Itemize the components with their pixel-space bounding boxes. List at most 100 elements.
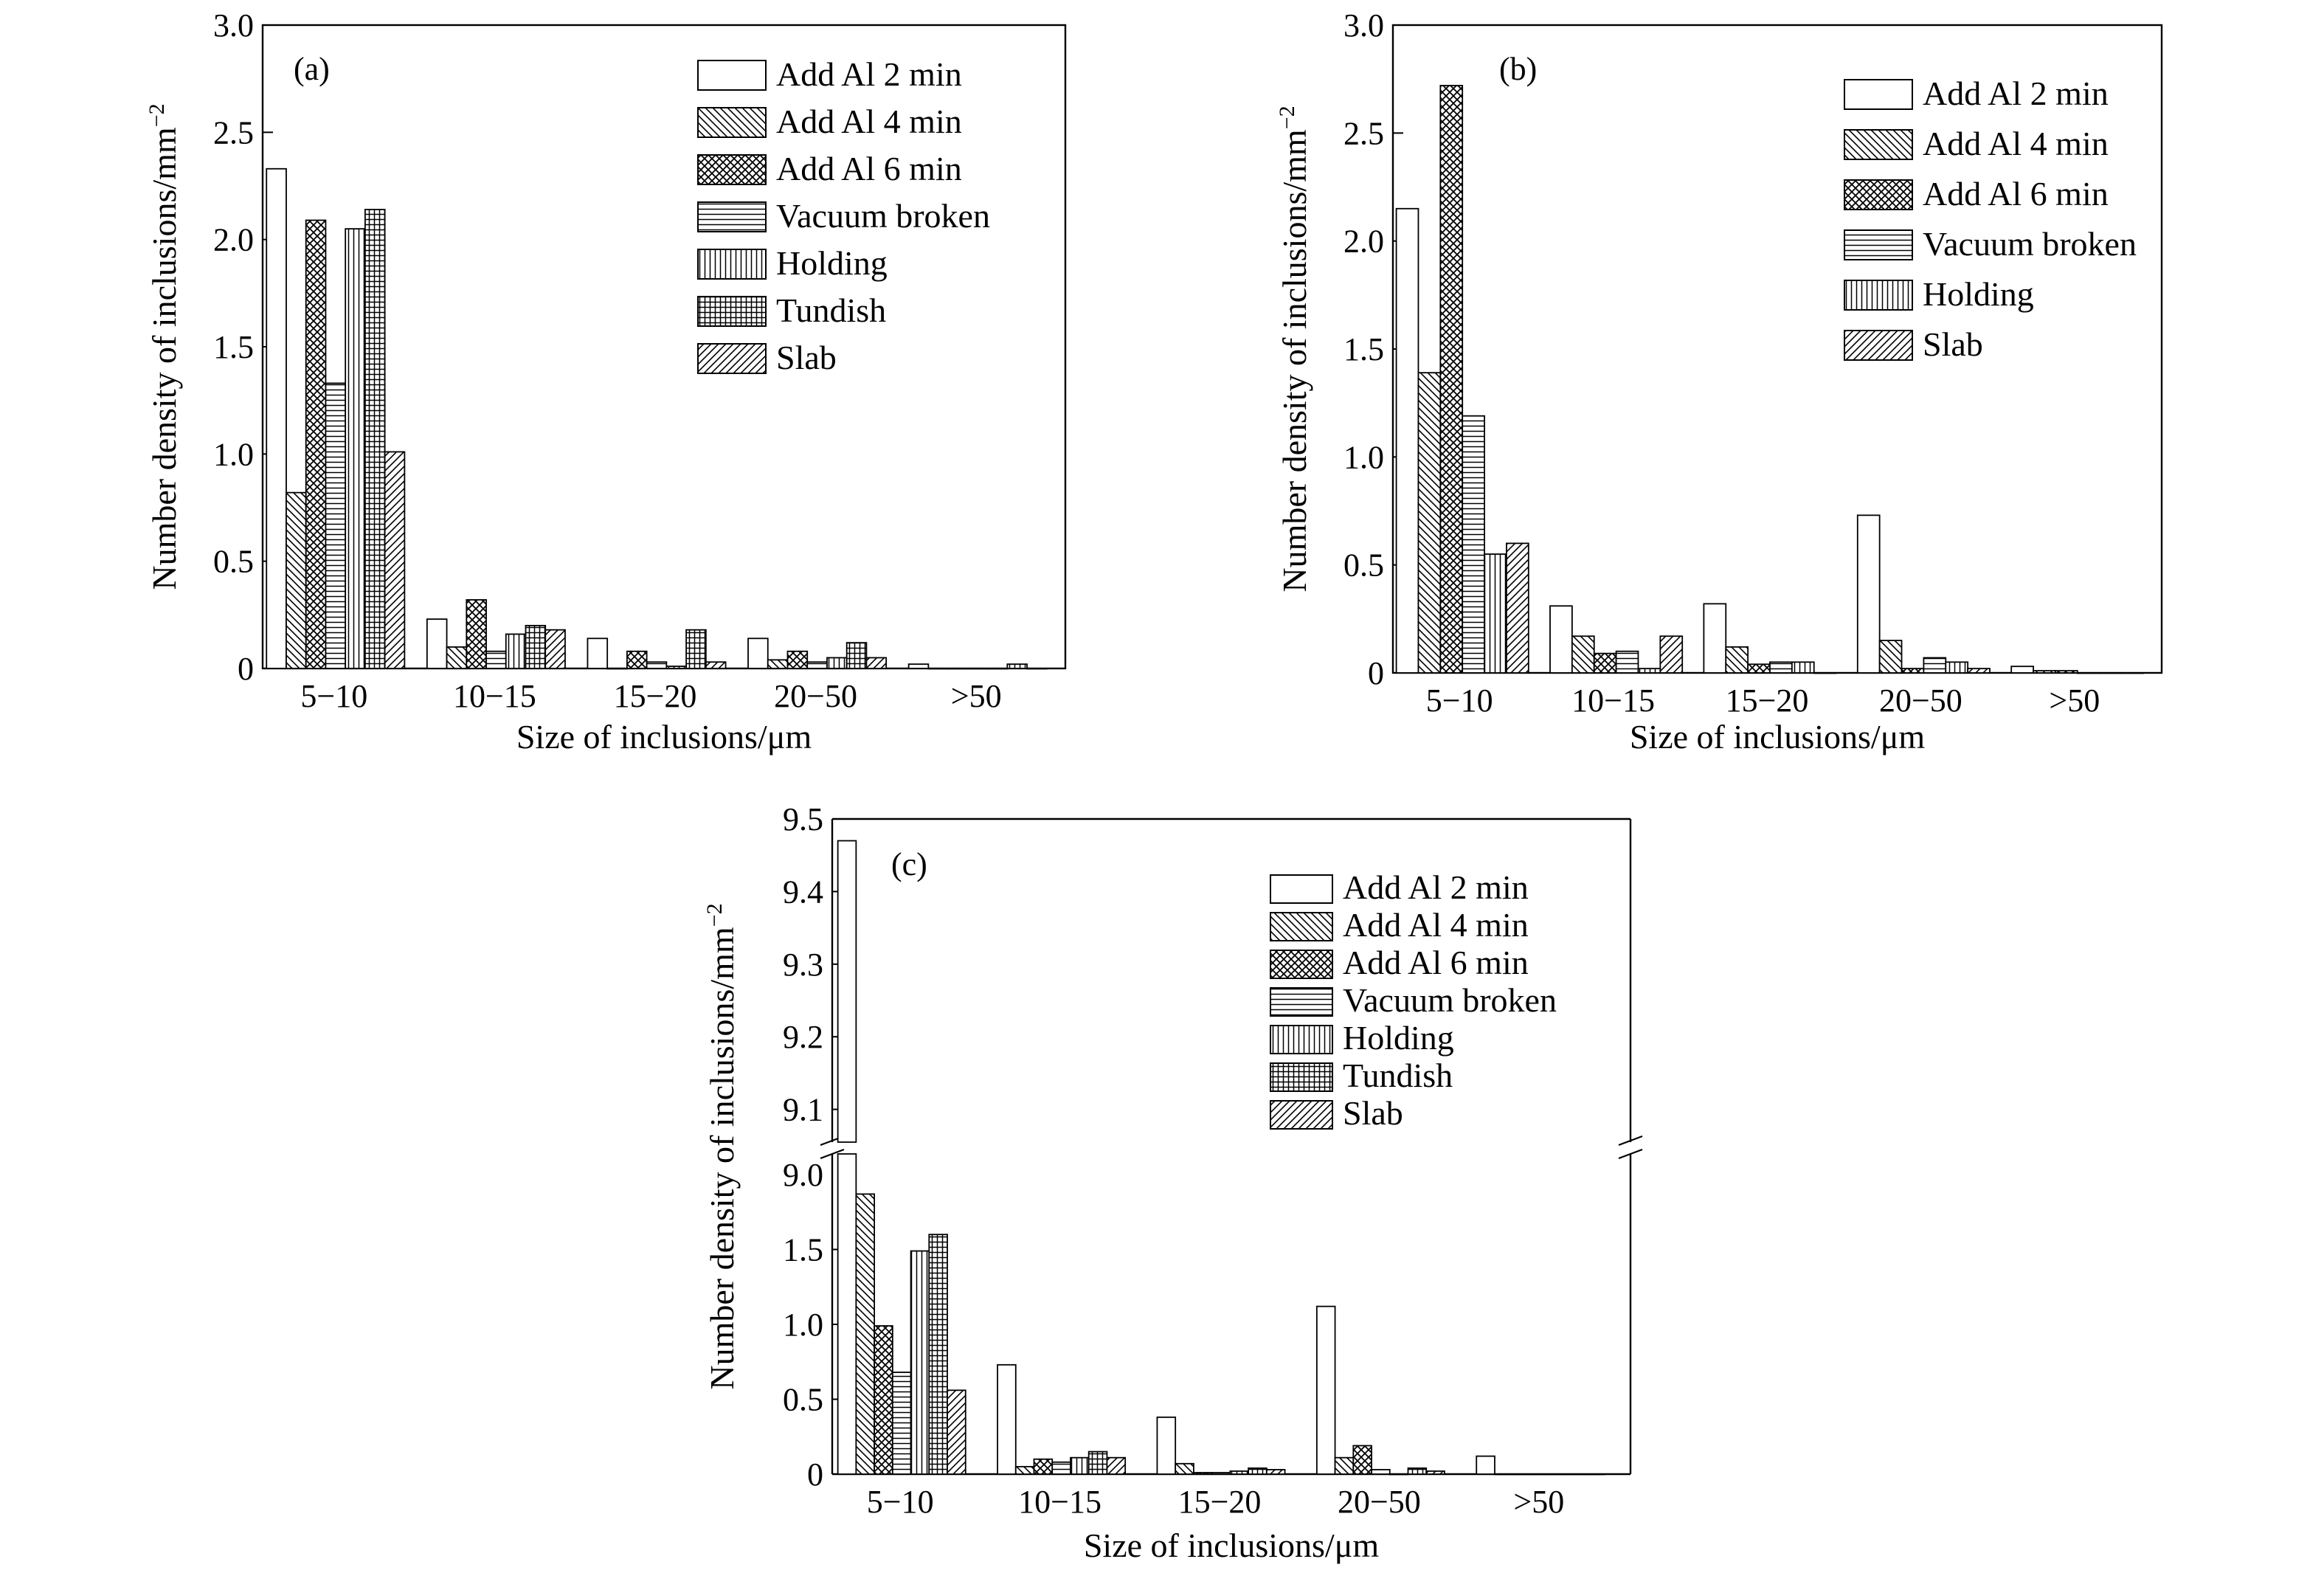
y-axis-label-text: Number density of inclusions/mm <box>703 927 741 1390</box>
bar-slab-2 <box>1265 1469 1286 1475</box>
bar-add-al-6-min-0 <box>305 219 327 669</box>
legend-swatch-add-al-6-min <box>1270 950 1333 979</box>
y-tick-label: 2.0 <box>1343 224 1384 260</box>
bar-add-al-6-min-2 <box>1193 1472 1213 1475</box>
legend-swatch-tundish <box>697 296 767 327</box>
bar-add-al-6-min-4 <box>1512 1473 1532 1476</box>
y-tick-label: 0 <box>1368 655 1384 691</box>
y-tick-label: 9.1 <box>783 1092 823 1128</box>
bar-holding-2 <box>665 666 688 669</box>
bar-vacuum-broken-2 <box>1769 661 1793 674</box>
y-tick-label: 0 <box>238 651 254 687</box>
bar-add-al-4-min-0 <box>286 491 307 669</box>
legend-swatch-tundish <box>1270 1062 1333 1092</box>
bar-add-al-2-min-2 <box>587 637 609 669</box>
bar-tundish-2 <box>1248 1467 1268 1475</box>
bar-slab-4 <box>1585 1473 1605 1476</box>
x-tick-label: 20−50 <box>774 678 857 714</box>
legend-swatch-add-al-2-min <box>697 60 767 91</box>
bar-vacuum-broken-4 <box>1530 1473 1551 1476</box>
legend-swatch-vacuum-broken <box>1270 987 1333 1017</box>
bar-holding-4 <box>986 668 1009 670</box>
bar-add-al-6-min-3 <box>1352 1445 1372 1475</box>
bar-add-al-6-min-0 <box>874 1325 893 1475</box>
legend-label-slab: Slab <box>1923 325 1983 363</box>
y-tick-label: 2.0 <box>213 222 254 258</box>
bar-add-al-4-min-2 <box>1725 646 1749 674</box>
x-tick-label: 20−50 <box>1338 1484 1421 1520</box>
legend-swatch-add-al-6-min <box>1844 179 1913 210</box>
bar-add-al-4-min-1 <box>446 646 468 669</box>
y-tick-label: 1.5 <box>1343 331 1384 367</box>
bar-vacuum-broken-0 <box>1462 415 1485 674</box>
bar-tundish-1 <box>525 624 547 669</box>
bar-add-al-2-min-3 <box>1315 1305 1336 1475</box>
bar-add-al-2-min-0 <box>1395 207 1419 674</box>
bar-add-al-2-min-0-upper <box>837 840 857 1143</box>
x-axis-label: Size of inclusions/μm <box>1630 718 1926 756</box>
bar-vacuum-broken-1 <box>1051 1461 1071 1475</box>
legend-label-add-al-2-min: Add Al 2 min <box>1343 868 1529 906</box>
legend-label-slab: Slab <box>776 339 837 376</box>
legend-label-add-al-6-min: Add Al 6 min <box>1343 944 1529 981</box>
panel-label: (b) <box>1499 51 1537 87</box>
bar-add-al-6-min-1 <box>1593 652 1617 674</box>
legend-label-add-al-4-min: Add Al 4 min <box>1923 125 2109 162</box>
legend-label-add-al-4-min: Add Al 4 min <box>1343 906 1529 944</box>
legend-swatch-slab <box>697 343 767 374</box>
y-tick-label: 9.5 <box>783 801 823 837</box>
y-tick-label: 9.3 <box>783 947 823 983</box>
legend-label-add-al-6-min: Add Al 6 min <box>1923 175 2109 212</box>
bar-slab-0 <box>947 1389 966 1475</box>
bar-add-al-6-min-2 <box>1747 663 1771 674</box>
bar-tundish-3 <box>845 642 868 669</box>
legend-label-holding: Holding <box>1923 275 2034 313</box>
y-tick-label: 3.0 <box>1343 7 1384 44</box>
y-tick-label: 0.5 <box>1343 547 1384 584</box>
bar-vacuum-broken-0 <box>891 1372 912 1475</box>
bar-holding-2 <box>1229 1470 1249 1475</box>
y-tick-label: 0 <box>807 1456 823 1493</box>
bar-add-al-2-min-1 <box>997 1363 1017 1475</box>
bar-add-al-2-min-2 <box>1156 1416 1177 1475</box>
x-tick-label: 5−10 <box>1426 682 1493 719</box>
bar-add-al-2-min-0-lower <box>837 1153 857 1475</box>
y-axis-label-text: Number density of inclusions/mm <box>145 127 183 590</box>
y-tick-label: 0.5 <box>783 1382 823 1418</box>
x-tick-label: 5−10 <box>867 1484 934 1520</box>
bar-holding-3 <box>826 657 848 669</box>
legend-label-vacuum-broken: Vacuum broken <box>1343 981 1557 1019</box>
y-axis-label: Number density of inclusions/mm−2 <box>145 103 183 590</box>
bar-vacuum-broken-3 <box>1923 657 1947 674</box>
bar-add-al-2-min-4 <box>2010 666 2034 674</box>
bar-tundish-0 <box>928 1234 948 1475</box>
y-tick-label: 1.5 <box>213 329 254 365</box>
y-axis-label: Number density of inclusions/mm−2 <box>1275 106 1313 592</box>
x-tick-label: >50 <box>2049 682 2100 719</box>
bar-tundish-4 <box>1006 663 1028 669</box>
bar-slab-4 <box>2120 672 2145 674</box>
bar-holding-1 <box>505 633 527 669</box>
bar-vacuum-broken-3 <box>806 661 828 669</box>
bar-add-al-2-min-0 <box>266 167 287 669</box>
bar-add-al-4-min-0 <box>855 1193 876 1475</box>
bar-add-al-4-min-3 <box>1878 640 1903 674</box>
x-tick-label: >50 <box>951 678 1002 714</box>
y-axis-label-superscript: −2 <box>1275 106 1299 129</box>
bar-holding-0 <box>345 228 366 669</box>
axis-break-mark <box>1618 1148 1643 1160</box>
bar-add-al-6-min-1 <box>466 599 487 669</box>
bar-add-al-6-min-0 <box>1439 85 1464 674</box>
y-tick-label: 1.0 <box>783 1307 823 1343</box>
legend-label-holding: Holding <box>1343 1019 1454 1057</box>
bar-add-al-2-min-1 <box>426 618 448 669</box>
y-axis-label-text: Number density of inclusions/mm <box>1276 129 1313 592</box>
bar-add-al-2-min-3 <box>747 637 769 669</box>
y-tick-label: 2.5 <box>1343 115 1384 151</box>
legend-swatch-slab <box>1844 330 1913 361</box>
bar-add-al-2-min-2 <box>1703 603 1727 674</box>
bar-add-al-6-min-3 <box>786 650 809 669</box>
bar-slab-2 <box>1813 672 1837 674</box>
bar-add-al-6-min-2 <box>626 650 648 669</box>
y-tick-label: 0.5 <box>213 544 254 580</box>
